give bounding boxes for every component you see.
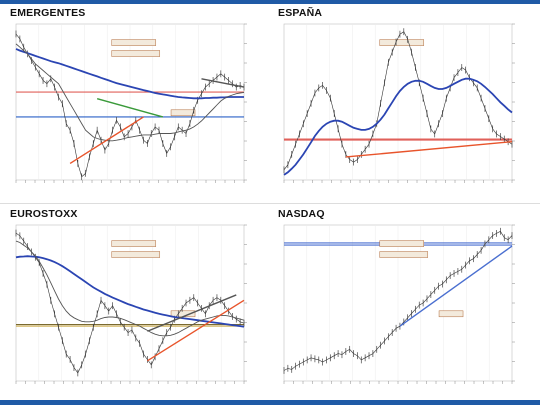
annotation-box — [111, 50, 161, 57]
trendline — [201, 78, 245, 88]
chart-espana — [283, 23, 515, 183]
trendline — [399, 245, 513, 327]
price-line — [15, 33, 245, 178]
annotation-box — [379, 39, 425, 46]
moving-average-long — [283, 77, 513, 176]
chart-title-eurostoxx: EUROSTOXX — [10, 208, 78, 220]
price-line — [283, 31, 513, 170]
chart-panel-nasdaq: NASDAQ — [274, 207, 536, 397]
chart-nasdaq — [283, 224, 515, 384]
panel-separator — [0, 203, 540, 204]
annotation-box — [170, 109, 196, 117]
chart-title-emergentes: EMERGENTES — [10, 7, 86, 19]
annotation-box — [111, 251, 161, 258]
chart-title-nasdaq: NASDAQ — [278, 208, 325, 220]
moving-average-short — [15, 240, 245, 337]
annotation-box — [438, 310, 464, 318]
chart-emergentes — [15, 23, 247, 183]
trendline — [69, 116, 144, 164]
price-line — [283, 230, 513, 371]
trendline — [147, 299, 245, 362]
trendline — [147, 294, 237, 332]
moving-average-long — [15, 255, 245, 328]
chart-panel-emergentes: EMERGENTES — [6, 6, 268, 196]
chart-eurostoxx — [15, 224, 247, 384]
trendline — [96, 98, 164, 118]
trendline — [345, 140, 513, 158]
chart-panel-eurostoxx: EUROSTOXX — [6, 207, 268, 397]
annotation-box — [379, 251, 429, 258]
bottom-accent-bar — [0, 400, 540, 405]
chart-panel-espana: ESPAÑA — [274, 6, 536, 196]
annotation-box — [111, 240, 157, 247]
moving-average-long — [15, 48, 244, 100]
chart-title-espana: ESPAÑA — [278, 7, 323, 19]
annotation-box — [111, 39, 157, 46]
annotation-box — [379, 240, 425, 247]
price-line — [15, 232, 245, 374]
moving-average-short — [15, 43, 245, 142]
top-accent-bar — [0, 0, 540, 4]
